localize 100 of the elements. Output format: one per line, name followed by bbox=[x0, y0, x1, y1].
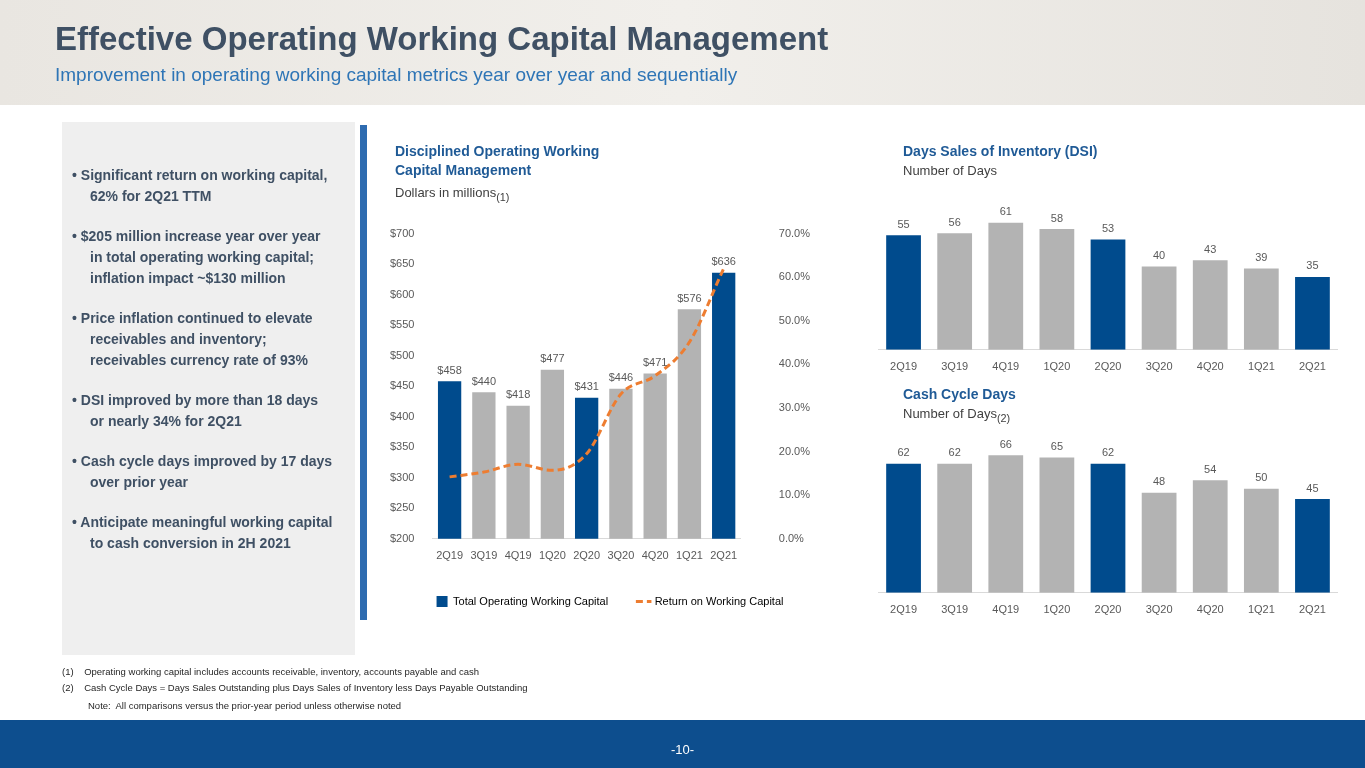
y2-tick-label: 20.0% bbox=[778, 444, 811, 457]
data-label: 62 bbox=[1101, 446, 1115, 459]
bar bbox=[886, 235, 921, 350]
y-tick-label: $500 bbox=[389, 348, 415, 361]
x-tick-label: 4Q19 bbox=[504, 549, 532, 562]
text: Effective Operating Working Capital Management bbox=[55, 20, 829, 58]
x-tick-label: 2Q19 bbox=[890, 360, 918, 373]
bar bbox=[1243, 268, 1279, 350]
data-label: 65 bbox=[1050, 439, 1064, 452]
data-label: $446 bbox=[608, 371, 634, 384]
x-tick-label: 4Q20 bbox=[641, 549, 669, 562]
bar bbox=[1090, 463, 1126, 593]
y-tick-label: $400 bbox=[389, 409, 415, 422]
y-tick-label: $200 bbox=[389, 531, 415, 544]
x-tick-label: 1Q21 bbox=[1247, 603, 1275, 616]
data-label: $636 bbox=[711, 255, 736, 268]
bar bbox=[1295, 499, 1330, 593]
text: -10- bbox=[669, 742, 696, 757]
data-label: $418 bbox=[505, 388, 531, 401]
legend-label: Return on Working Capital bbox=[654, 594, 784, 607]
chart-title: Days Sales of Inventory (DSI) bbox=[903, 142, 1099, 161]
data-label: 66 bbox=[999, 437, 1012, 450]
data-label: 39 bbox=[1255, 251, 1268, 264]
y-tick-label: $550 bbox=[389, 318, 415, 331]
y2-tick-label: 0.0% bbox=[778, 531, 805, 544]
x-tick-label: 4Q19 bbox=[992, 360, 1020, 373]
bar bbox=[1141, 492, 1177, 593]
y-tick-label: $350 bbox=[389, 440, 415, 453]
y-tick-label: $250 bbox=[389, 501, 415, 514]
x-tick-label: 3Q20 bbox=[607, 549, 635, 562]
text: • Anticipate meaningful working capital to cash conversion in 2H 2021 bbox=[72, 513, 334, 553]
y2-tick-label: 70.0% bbox=[778, 226, 811, 239]
y2-tick-label: 30.0% bbox=[778, 401, 811, 414]
data-label: 45 bbox=[1306, 481, 1319, 494]
x-tick-label: 2Q21 bbox=[1298, 360, 1326, 373]
legend-label: Total Operating Working Capital bbox=[453, 594, 609, 607]
data-label: 35 bbox=[1306, 259, 1319, 272]
bar bbox=[988, 222, 1024, 350]
text: • DSI improved by more than 18 days or nearly 34% for 2Q21 bbox=[72, 391, 320, 431]
y2-tick-label: 10.0% bbox=[778, 488, 811, 501]
x-tick-label: 2Q19 bbox=[890, 603, 918, 616]
x-tick-label: 3Q19 bbox=[941, 360, 969, 373]
text: • Cash cycle days improved by 17 days over prior year bbox=[72, 452, 334, 492]
data-label: $471 bbox=[642, 355, 668, 368]
chart-subtitle: Number of Days bbox=[903, 163, 997, 178]
bar bbox=[1243, 488, 1279, 593]
y-tick-label: $600 bbox=[389, 287, 415, 300]
x-tick-label: 2Q20 bbox=[573, 549, 601, 562]
y2-tick-label: 40.0% bbox=[778, 357, 811, 370]
data-label: 50 bbox=[1255, 471, 1268, 484]
text: • $205 million increase year over year in total operating working capital; inflation impact ~$130 million bbox=[72, 227, 322, 288]
bar bbox=[1039, 228, 1075, 350]
x-tick-label: 1Q20 bbox=[538, 549, 566, 562]
data-label: $576 bbox=[677, 291, 702, 304]
text: (2) Cash Cycle Days = Days Sales Outstanding plus Days Sales of Inventory less Days Payable Outstanding bbox=[62, 681, 528, 695]
data-label: 62 bbox=[897, 446, 910, 459]
x-tick-label: 3Q20 bbox=[1145, 360, 1173, 373]
bar bbox=[937, 233, 973, 350]
x-tick-label: 3Q20 bbox=[1145, 603, 1173, 616]
y-tick-label: $700 bbox=[389, 226, 415, 239]
bar bbox=[937, 463, 973, 593]
x-tick-label: 2Q21 bbox=[710, 549, 738, 562]
text: (1) Operating working capital includes accounts receivable, inventory, accounts payable and cash bbox=[62, 665, 480, 679]
bar bbox=[1090, 239, 1126, 350]
chart-subtitle: Number of Days$_{(2)}$ bbox=[903, 406, 1011, 424]
data-label: $458 bbox=[437, 363, 462, 376]
x-tick-label: 3Q19 bbox=[941, 603, 969, 616]
chart-title: Disciplined Operating Working Capital Management bbox=[395, 142, 601, 180]
bar bbox=[1039, 457, 1075, 593]
y2-tick-label: 50.0% bbox=[778, 313, 811, 326]
data-label: 53 bbox=[1101, 221, 1115, 234]
x-tick-label: 1Q21 bbox=[1247, 360, 1275, 373]
y2-tick-label: 60.0% bbox=[778, 270, 811, 283]
bar bbox=[886, 463, 921, 593]
x-tick-label: 2Q20 bbox=[1094, 360, 1122, 373]
data-label: 62 bbox=[948, 446, 961, 459]
bar bbox=[1141, 266, 1177, 350]
text: • Significant return on working capital, 62% for 2Q21 TTM bbox=[72, 166, 329, 206]
text: Improvement in operating working capital metrics year over year and sequentially bbox=[55, 64, 738, 86]
x-tick-label: 4Q19 bbox=[992, 603, 1020, 616]
bar bbox=[1192, 480, 1228, 593]
data-label: 61 bbox=[999, 205, 1012, 218]
x-tick-label: 2Q20 bbox=[1094, 603, 1122, 616]
data-label: 56 bbox=[948, 215, 961, 228]
y-tick-label: $450 bbox=[389, 379, 415, 392]
data-label: $431 bbox=[574, 380, 599, 393]
x-tick-label: 3Q19 bbox=[470, 549, 498, 562]
text: • Price inflation continued to elevate receivables and inventory; receivables currency rate of 93% bbox=[72, 309, 314, 370]
x-tick-label: 1Q20 bbox=[1043, 360, 1071, 373]
y-tick-label: $650 bbox=[389, 257, 415, 270]
x-tick-label: 4Q20 bbox=[1196, 360, 1224, 373]
x-tick-label: 1Q21 bbox=[675, 549, 703, 562]
data-label: 54 bbox=[1204, 462, 1217, 475]
data-label: $477 bbox=[540, 352, 565, 365]
x-tick-label: 1Q20 bbox=[1043, 603, 1071, 616]
y-tick-label: $300 bbox=[389, 470, 415, 483]
data-label: $440 bbox=[471, 374, 497, 387]
bar bbox=[988, 455, 1024, 593]
chart-title: Cash Cycle Days bbox=[903, 385, 1017, 404]
text: Note: All comparisons versus the prior-year period unless otherwise noted bbox=[88, 699, 403, 713]
